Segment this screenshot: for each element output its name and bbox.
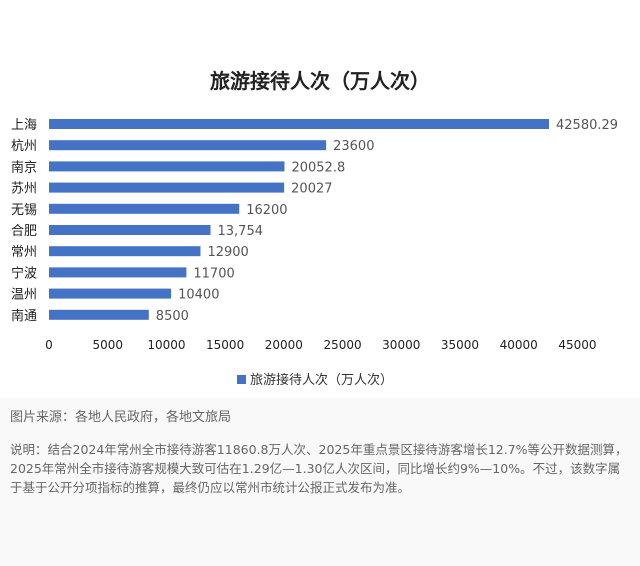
x-tick-label: 0 (45, 338, 53, 352)
x-tick-label: 35000 (441, 338, 479, 352)
data-label: 8500 (156, 309, 189, 324)
x-tick-label: 25000 (323, 338, 361, 352)
category-label: 苏州 (11, 181, 37, 197)
bars-layer: 上海 42580.29 杭州 23600 南京 20052.8 苏州 20027 无锡 16200… (11, 118, 618, 324)
category-label: 宁波 (11, 265, 37, 281)
category-label: 杭州 (11, 139, 37, 154)
bar (49, 119, 549, 129)
chart-title: 旅游接待人次（万人次） (210, 69, 430, 93)
legend-label: 旅游接待人次（万人次） (250, 372, 393, 388)
x-axis-ticks: 0 5000 10000 15000 20000 25000 30000 35000 40000… (45, 338, 596, 352)
category-label: 南通 (11, 308, 37, 324)
data-label: 20027 (291, 182, 332, 197)
x-tick-label: 15000 (206, 338, 244, 352)
bar (49, 140, 327, 151)
legend: 旅游接待人次（万人次） (237, 372, 393, 388)
data-label: 16200 (246, 203, 287, 218)
bar (49, 182, 285, 193)
data-label: 12900 (207, 245, 248, 260)
bar (49, 288, 172, 299)
data-label: 13,754 (218, 224, 264, 239)
category-label: 上海 (11, 118, 37, 133)
data-label: 23600 (333, 139, 374, 154)
x-tick-label: 5000 (92, 338, 123, 352)
category-label: 无锡 (11, 203, 37, 218)
bar (49, 246, 201, 257)
category-label: 合肥 (11, 224, 37, 239)
bar (49, 161, 285, 172)
bar (49, 225, 211, 235)
data-label: 42580.29 (556, 118, 618, 133)
x-tick-label: 30000 (382, 338, 420, 352)
category-label: 南京 (11, 159, 37, 175)
bar (49, 203, 240, 214)
bar (49, 267, 187, 278)
x-tick-label: 45000 (558, 338, 596, 352)
bar-chart: 旅游接待人次（万人次） 上海 42580.29 杭州 23600 南京 20052.8 苏州… (11, 69, 618, 388)
x-tick-label: 40000 (500, 338, 538, 352)
image-source-credit: 图片来源：各地人民政府，各地文旅局 (10, 410, 232, 425)
category-label: 温州 (11, 288, 37, 303)
legend-swatch (237, 375, 246, 384)
x-tick-label: 20000 (265, 338, 303, 352)
chart-card: 旅游接待人次（万人次） 上海 42580.29 杭州 23600 南京 20052.8 苏州… (11, 69, 619, 388)
data-label: 20052.8 (291, 160, 345, 175)
bar (49, 309, 149, 320)
data-label: 10400 (178, 288, 219, 303)
x-tick-label: 10000 (147, 338, 185, 352)
category-label: 常州 (11, 245, 37, 260)
explanatory-note: 说明：结合2024年常州全市接待游客11860.8万人次、2025年重点景区接待… (10, 442, 628, 495)
data-label: 11700 (193, 266, 234, 281)
